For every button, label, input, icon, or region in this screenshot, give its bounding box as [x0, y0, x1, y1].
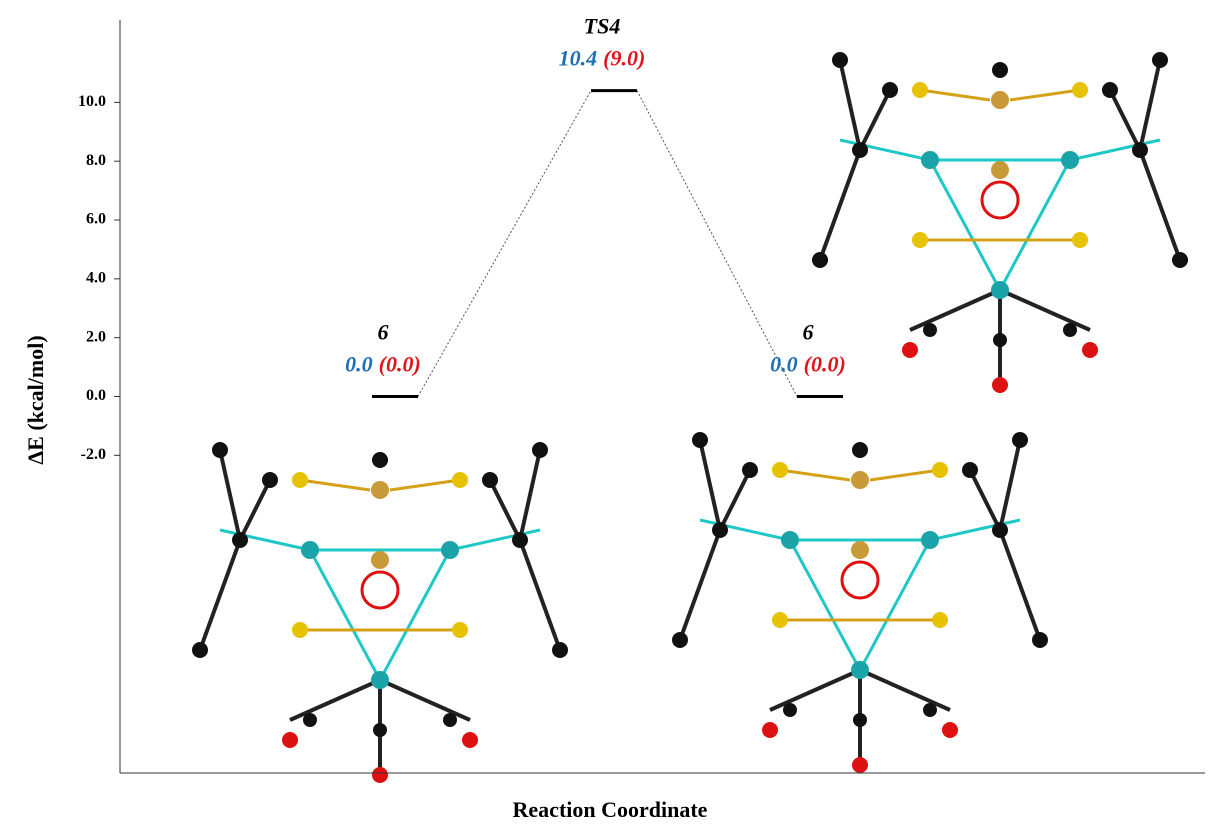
state-label: 6 [378, 320, 389, 345]
y-tick-label: 10.0 [78, 93, 106, 110]
y-tick-label: 6.0 [86, 211, 106, 228]
y-tick-label: -2.0 [81, 446, 106, 463]
chart: ΔE (kcal/mol) Reaction Coordinate -2.0 0.… [0, 0, 1219, 826]
energy-label: 0.0(0.0) [345, 352, 421, 377]
y-axis-label: ΔE (kcal/mol) [23, 335, 48, 464]
value-label: 0.0 [770, 352, 798, 377]
y-tick-label: 8.0 [86, 152, 106, 169]
y-tick-label: 4.0 [86, 270, 106, 287]
value-label: (0.0) [379, 352, 421, 377]
energy-label: 10.4(9.0) [559, 46, 646, 71]
structure-image [192, 442, 568, 783]
connector [418, 91, 591, 397]
value-label: (0.0) [804, 352, 846, 377]
energy-label: 0.0(0.0) [770, 352, 846, 377]
value-label: 0.0 [345, 352, 373, 377]
state-label: 6 [803, 320, 814, 345]
value-label: 10.4 [559, 46, 598, 71]
y-tick-label: 0.0 [86, 387, 106, 404]
x-axis-label: Reaction Coordinate [513, 797, 708, 822]
structure-image [812, 52, 1188, 393]
value-label: (9.0) [603, 46, 645, 71]
y-tick-label: 2.0 [86, 328, 106, 345]
structure-image [672, 432, 1048, 773]
page: ΔE (kcal/mol) Reaction Coordinate -2.0 0.… [0, 0, 1219, 826]
state-label: TS4 [584, 14, 621, 39]
